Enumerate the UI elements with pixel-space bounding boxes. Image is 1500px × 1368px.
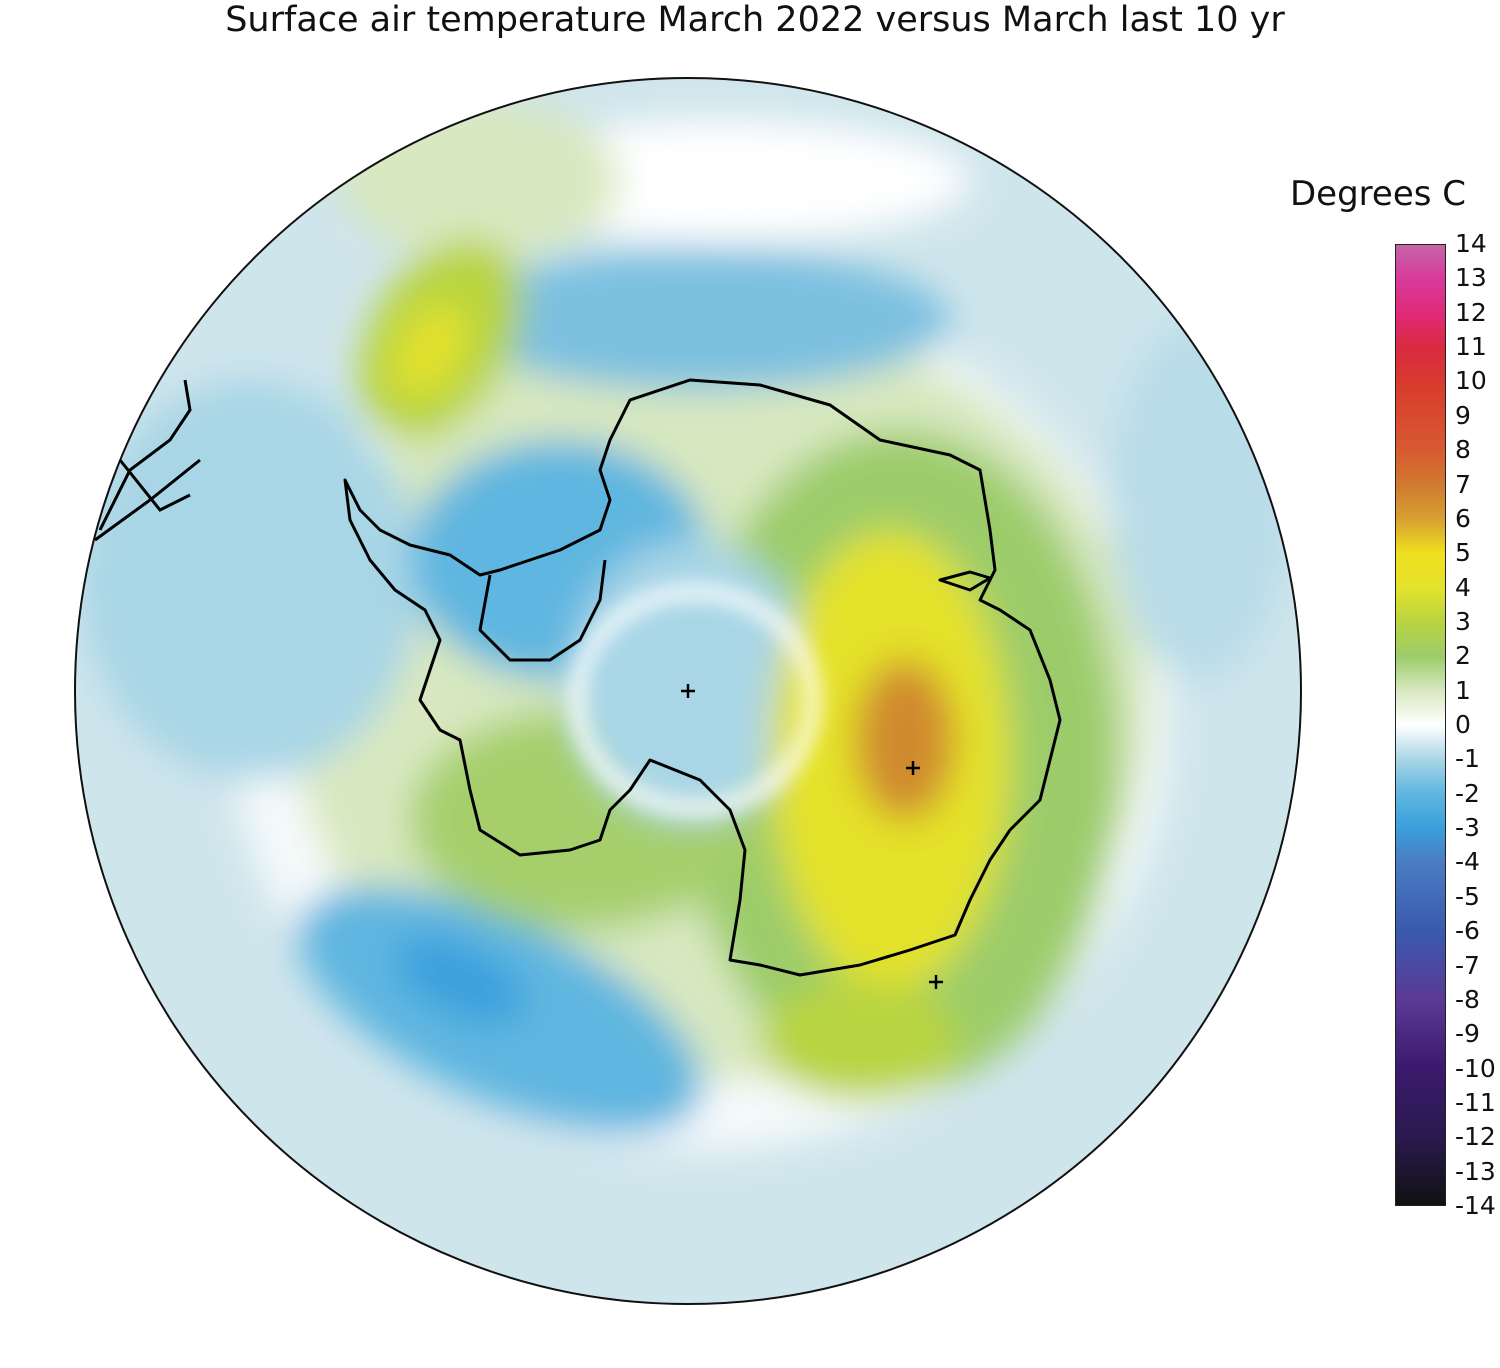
northwest-warm-core [393,304,467,396]
colorbar-tick-label: 11 [1455,332,1487,362]
south-america-coastline [94,379,201,542]
colorbar-tick-label: 3 [1455,606,1471,636]
map-title: Surface air temperature March 2022 versu… [225,0,1285,40]
colorbar-tick-label: 13 [1455,263,1487,293]
pole-white-ring [570,585,820,815]
colorbar-tick-label: 9 [1455,400,1471,430]
antarctica-coastline [343,378,1062,977]
colorbar-tick-label: 7 [1455,469,1471,499]
colorbar-tick-label: 5 [1455,538,1471,568]
colorbar-tick-label: 14 [1455,229,1487,258]
colorbar-tick-label: 6 [1455,503,1471,533]
colorbar-tick-label: 8 [1455,435,1471,465]
west-cold-ocean [80,380,420,780]
colorbar-tick-label: -9 [1455,1019,1480,1049]
colorbar-tick-label: -8 [1455,984,1480,1014]
colorbar-tick-label: 12 [1455,297,1487,327]
colorbar-tick-label: -1 [1455,744,1480,774]
northwest-green [340,100,620,260]
colorbar-tick-label: 10 [1455,366,1487,396]
colorbar-tick-label: -10 [1455,1053,1496,1083]
east-coast-cold [1110,320,1290,680]
colorbar-tick-label: -3 [1455,813,1480,843]
colorbar-tick-label: -11 [1455,1087,1496,1117]
ross-ice-shelf-edge [478,559,607,662]
colorbar-tick-label: 1 [1455,675,1471,705]
station-markers [681,684,943,989]
station-marker-south [929,975,943,989]
southwest-cold-core [394,936,526,1024]
colorbar-tick-label: -4 [1455,847,1480,877]
colorbar-tick-label: -5 [1455,881,1480,911]
colorbar-tick-label: 4 [1455,572,1471,602]
colorbar [1395,244,1446,1206]
colorbar-tick-label: 2 [1455,641,1471,671]
colorbar-tick-label: -6 [1455,916,1480,946]
south-green [760,980,960,1100]
colorbar-tick-label: -7 [1455,950,1480,980]
station-marker-east [906,761,920,775]
colorbar-tick-label: -13 [1455,1156,1496,1186]
colorbar-tick-label: -12 [1455,1122,1496,1152]
anomaly-field [75,78,1301,1304]
weddell-island-outline [938,570,992,592]
colorbar-tick-label: -2 [1455,778,1480,808]
east-peak [855,660,955,820]
map-boundary [74,77,1302,1305]
legend-title: Degrees C [1290,174,1467,214]
colorbar-tick-label: 0 [1455,710,1471,739]
pole-marker [681,684,695,698]
north-cold-band [450,250,950,390]
colorbar-tick-label: -14 [1455,1191,1496,1220]
